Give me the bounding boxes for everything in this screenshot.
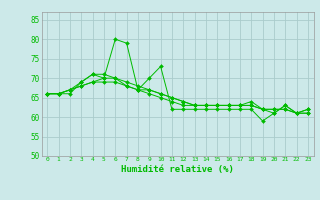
X-axis label: Humidité relative (%): Humidité relative (%) bbox=[121, 165, 234, 174]
